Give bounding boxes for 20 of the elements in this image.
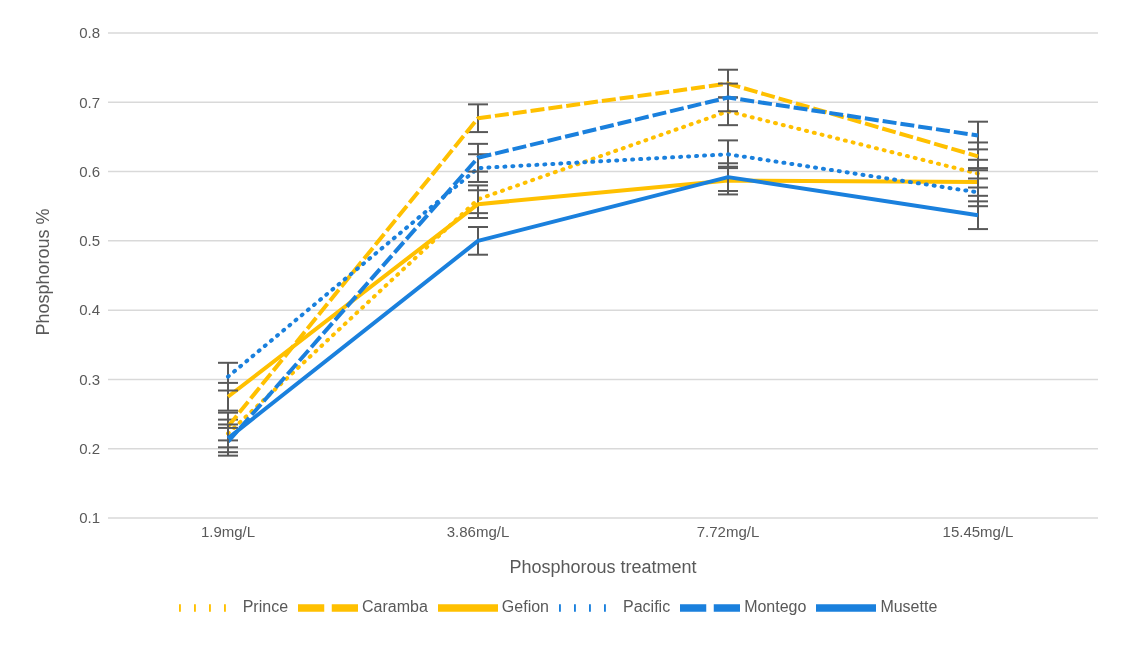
- y-tick-label: 0.1: [79, 509, 100, 527]
- x-tick-label: 15.45mg/L: [942, 522, 1014, 540]
- legend-label: Caramba: [362, 598, 428, 616]
- y-tick-label: 0.7: [79, 93, 100, 111]
- y-tick-label: 0.6: [79, 162, 100, 180]
- x-tick-label: 3.86mg/L: [446, 522, 510, 540]
- y-axis-title: Phosphorous %: [33, 208, 54, 336]
- y-tick-label: 0.2: [79, 440, 100, 458]
- y-tick-label: 0.4: [79, 301, 100, 319]
- legend-label: Montego: [744, 598, 807, 616]
- legend-label: Gefion: [501, 598, 549, 616]
- y-tick-label: 0.3: [79, 370, 100, 388]
- legend-label: Musette: [880, 598, 938, 616]
- legend-label: Pacific: [623, 598, 671, 616]
- x-axis-title: Phosphorous treatment: [509, 557, 697, 577]
- x-tick-label: 1.9mg/L: [200, 522, 256, 540]
- y-tick-label: 0.5: [79, 232, 100, 250]
- x-tick-label: 7.72mg/L: [696, 522, 760, 540]
- legend-label: Prince: [242, 598, 289, 616]
- y-tick-label: 0.8: [79, 24, 100, 42]
